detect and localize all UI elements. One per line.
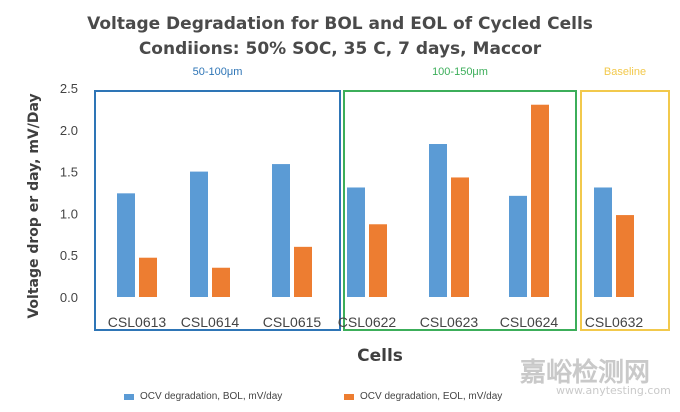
chart-subtitle: Condiions: 50% SOC, 35 C, 7 days, Maccor (138, 39, 542, 59)
y-tick-label-2: 1.0 (60, 206, 78, 221)
legend-item-eol: OCV degradation, EOL, mV/day (344, 391, 502, 402)
bar-eol-csl0632 (616, 215, 634, 297)
x-tick-label-csl0614: CSL0614 (181, 314, 240, 330)
x-tick-label-csl0622: CSL0622 (338, 314, 397, 330)
watermark-text: 嘉峪检测网 (520, 358, 651, 388)
bar-eol-csl0622 (369, 224, 387, 297)
x-tick-label-csl0615: CSL0615 (263, 314, 322, 330)
bar-bol-csl0622 (347, 187, 365, 297)
y-tick-label-4: 2.0 (60, 123, 78, 138)
x-tick-label-csl0623: CSL0623 (420, 314, 479, 330)
bar-eol-csl0624 (531, 104, 549, 297)
y-tick-label-0: 0.0 (60, 290, 78, 305)
legend-swatch-bol (124, 393, 134, 400)
x-axis-label: Cells (357, 346, 403, 366)
bar-bol-csl0624 (509, 195, 527, 297)
bar-bol-csl0615 (272, 164, 290, 297)
bar-bol-csl0614 (190, 171, 208, 297)
bar-eol-csl0613 (139, 257, 157, 297)
y-axis-label: Voltage drop er day, mV/Day (26, 93, 42, 319)
legend-item-bol: OCV degradation, BOL, mV/day (124, 391, 282, 402)
group-label-100-150: 100-150μm (432, 66, 488, 78)
y-tick-label-1: 0.5 (60, 248, 78, 263)
bar-bol-csl0613 (117, 193, 135, 297)
bar-eol-csl0614 (212, 267, 230, 297)
group-box-2 (343, 90, 577, 331)
bar-eol-csl0623 (451, 177, 469, 297)
x-tick-label-csl0613: CSL0613 (108, 314, 167, 330)
legend-label-eol: OCV degradation, EOL, mV/day (360, 391, 503, 402)
watermark-url: www.anytesting.com (556, 384, 671, 397)
bar-bol-csl0623 (429, 144, 447, 297)
group-label-50-100: 50-100μm (192, 66, 243, 78)
group-box-3 (580, 90, 670, 331)
x-tick-label-csl0632: CSL0632 (585, 314, 644, 330)
y-tick-label-5: 2.5 (60, 81, 78, 96)
y-tick-label-3: 1.5 (60, 165, 78, 180)
bar-eol-csl0615 (294, 246, 312, 297)
legend-swatch-eol (344, 393, 354, 400)
x-tick-label-csl0624: CSL0624 (500, 314, 559, 330)
group-box-1 (94, 90, 341, 331)
chart-title: Voltage Degradation for BOL and EOL of C… (87, 14, 593, 34)
group-label-baseline: Baseline (603, 66, 647, 78)
legend-label-bol: OCV degradation, BOL, mV/day (140, 391, 283, 402)
bar-bol-csl0632 (594, 187, 612, 297)
